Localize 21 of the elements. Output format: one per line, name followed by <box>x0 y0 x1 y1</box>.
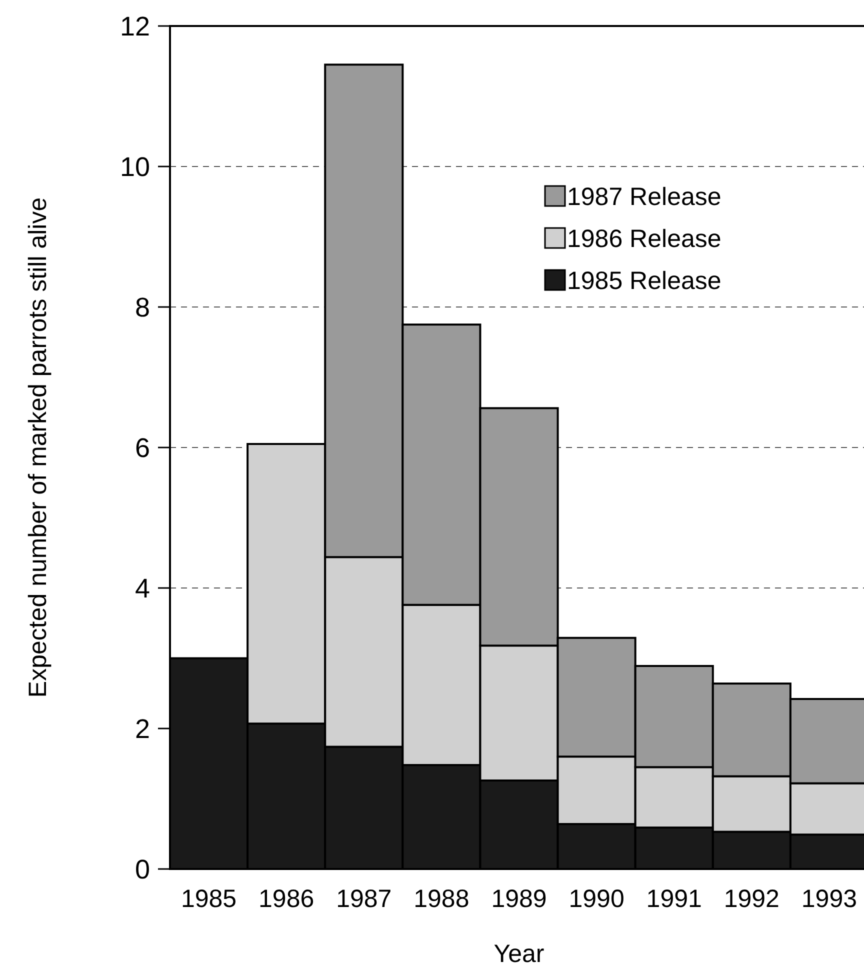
x-tick-label: 1989 <box>491 885 547 913</box>
y-tick-label: 8 <box>134 292 150 322</box>
y-tick-label: 10 <box>120 152 150 182</box>
x-tick-label: 1988 <box>414 885 470 913</box>
x-tick-label: 1992 <box>724 885 780 913</box>
y-tick-label: 4 <box>134 573 150 604</box>
x-tick-label: 1991 <box>646 885 702 913</box>
x-tick-label: 1986 <box>258 885 314 913</box>
y-tick-label: 2 <box>134 714 150 744</box>
x-tick-label: 1987 <box>336 885 392 913</box>
y-tick-label: 6 <box>134 432 150 463</box>
y-axis-title: Expected number of marked parrots still alive <box>24 197 52 698</box>
x-tick-label: 1993 <box>801 885 858 913</box>
x-tick-label: 1985 <box>180 885 237 913</box>
legend-label: 1985 Release <box>567 266 722 295</box>
legend-label: 1987 Release <box>567 182 722 211</box>
y-tick-label: 0 <box>134 854 150 884</box>
x-tick-label: 1990 <box>568 885 624 913</box>
legend-label: 1986 Release <box>567 224 722 253</box>
y-tick-label: 12 <box>120 11 150 42</box>
x-axis-title: Year <box>494 940 544 966</box>
